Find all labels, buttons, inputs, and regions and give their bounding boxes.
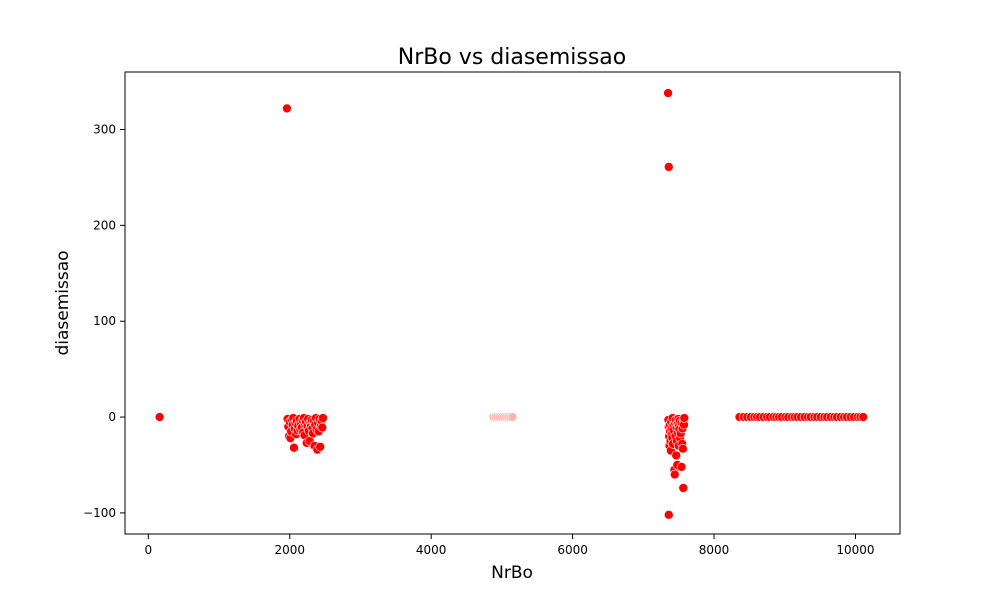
x-tick-label: 8000 xyxy=(699,543,730,557)
data-point xyxy=(671,450,681,461)
data-point xyxy=(663,510,674,520)
chart-title: NrBo vs diasemissao xyxy=(398,45,627,70)
y-axis: −100 0 100 200 300 xyxy=(83,123,125,520)
data-point xyxy=(663,162,674,172)
data-point xyxy=(318,413,328,423)
y-tick-label: 100 xyxy=(93,314,116,328)
x-axis-title: NrBo xyxy=(491,563,533,583)
x-tick-label: 6000 xyxy=(557,543,588,557)
data-point xyxy=(678,483,689,493)
plot-frame xyxy=(124,71,901,535)
points-layer xyxy=(154,88,869,520)
data-point xyxy=(315,441,325,452)
y-tick-label: −100 xyxy=(83,506,116,520)
data-point xyxy=(858,412,869,422)
data-point xyxy=(317,422,328,433)
x-tick-label: 10000 xyxy=(836,543,874,557)
data-point xyxy=(678,443,688,454)
x-tick-label: 2000 xyxy=(274,543,305,557)
data-point xyxy=(679,413,690,423)
data-point xyxy=(154,412,165,422)
data-point xyxy=(669,469,680,480)
data-point xyxy=(676,462,687,472)
y-tick-label: 300 xyxy=(93,123,116,137)
x-axis: 0 2000 4000 6000 8000 10000 xyxy=(145,534,875,557)
data-point xyxy=(282,103,292,114)
y-axis-title: diasemissao xyxy=(53,250,73,355)
data-point xyxy=(663,88,673,98)
x-tick-label: 4000 xyxy=(416,543,447,557)
data-point xyxy=(289,442,299,453)
y-tick-label: 0 xyxy=(108,410,116,424)
x-tick-label: 0 xyxy=(145,543,153,557)
data-point-light xyxy=(507,412,518,422)
y-tick-label: 200 xyxy=(93,218,116,232)
